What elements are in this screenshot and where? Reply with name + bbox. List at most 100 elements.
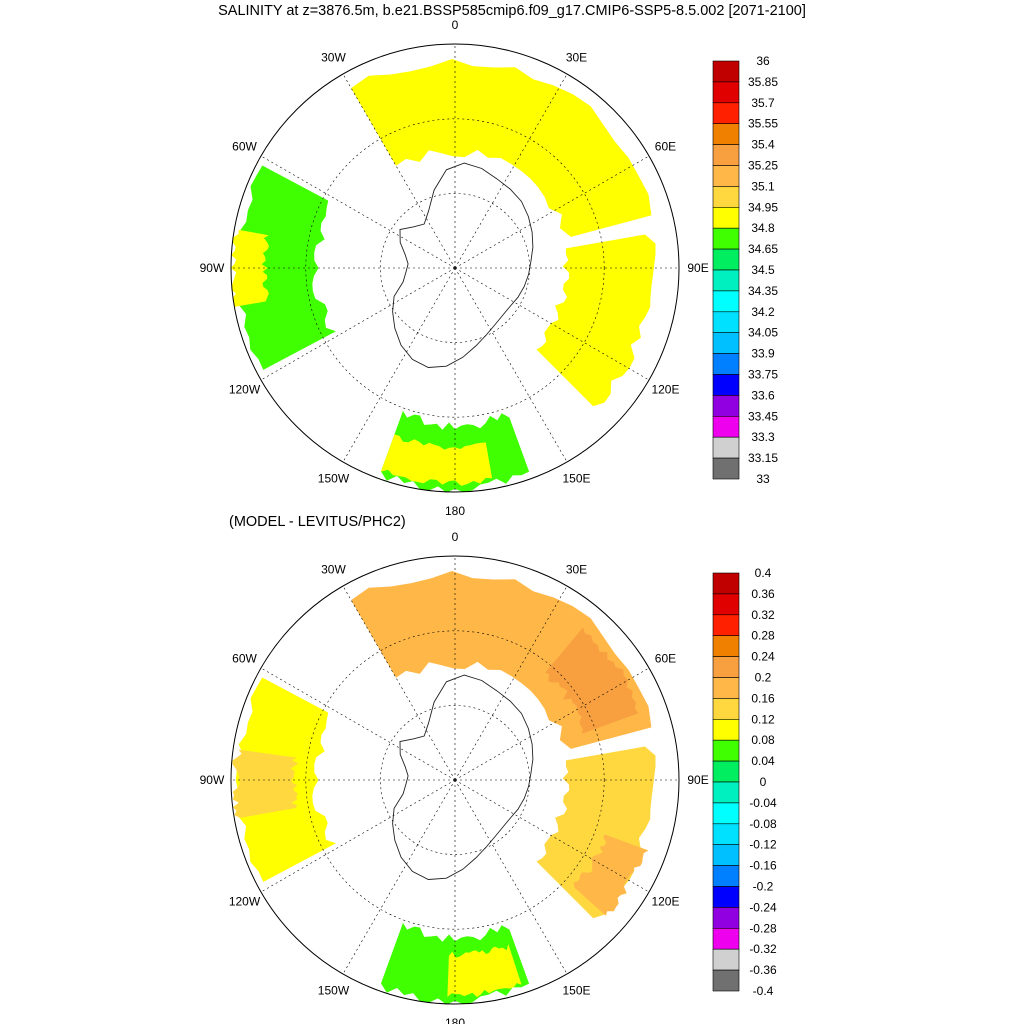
colorbar-label: 34.35 xyxy=(748,284,778,298)
colorbar-swatch xyxy=(712,81,740,104)
lon-label: 120E xyxy=(651,383,679,397)
lon-label: 30W xyxy=(321,563,346,577)
lon-label: 150E xyxy=(563,471,591,485)
meridian-line xyxy=(260,155,456,269)
latitude-circle-2 xyxy=(305,630,605,930)
colorbar-swatch xyxy=(712,698,740,720)
colorbar-swatch xyxy=(712,718,740,741)
colorbar-label: 0.04 xyxy=(751,754,775,768)
colorbar-label: -0.36 xyxy=(749,963,777,977)
lon-label: 30W xyxy=(321,51,346,65)
colorbar-swatch xyxy=(712,865,740,887)
latitude-circle-2 xyxy=(305,118,605,418)
meridian-line xyxy=(454,667,650,781)
colorbar-swatch xyxy=(712,781,740,804)
colorbar-swatch xyxy=(712,415,740,438)
colorbar-label: -0.4 xyxy=(753,984,774,998)
colorbar-label: 0.2 xyxy=(755,671,772,685)
colorbar-label: 0.08 xyxy=(751,733,775,747)
lon-label: 0 xyxy=(452,530,459,544)
colorbar-swatch xyxy=(712,823,740,845)
colorbar-swatch xyxy=(712,802,740,825)
difference-panel: 0 30E 60E 90E 120E 150E 180 150W 120W 90W 60W 30W 0.… xyxy=(200,530,777,1024)
colorbar-swatch xyxy=(712,635,740,657)
latitude-circle-1 xyxy=(380,705,530,855)
lon-label: 120W xyxy=(229,383,261,397)
colorbar-label: 34.8 xyxy=(751,221,775,235)
figure-title: SALINITY at z=3876.5m, b.e21.BSSP585cmip… xyxy=(218,3,806,19)
region-1 xyxy=(351,59,652,237)
colorbar-label: -0.12 xyxy=(749,838,777,852)
colorbar-label: 35.7 xyxy=(751,96,775,110)
colorbar-swatch xyxy=(712,207,740,229)
colorbar-swatch xyxy=(712,436,740,459)
map-boundary xyxy=(230,43,680,493)
colorbar-label: 0.12 xyxy=(751,712,775,726)
colorbar-swatch xyxy=(712,123,740,145)
region-2 xyxy=(536,234,656,407)
meridian-line xyxy=(454,155,650,269)
lon-label: 120W xyxy=(229,895,261,909)
region-bellingshausen xyxy=(230,229,269,307)
colorbar-swatch xyxy=(712,572,740,595)
colorbar-label: -0.08 xyxy=(749,817,777,831)
colorbar-label: -0.32 xyxy=(749,942,777,956)
lon-label: 90E xyxy=(687,773,708,787)
map-boundary xyxy=(230,555,680,1005)
colorbar-swatch xyxy=(712,290,740,313)
colorbar-swatch xyxy=(712,311,740,333)
region-pacific-west xyxy=(232,749,299,818)
colorbar-label: 33.6 xyxy=(751,388,775,402)
lon-label: 90W xyxy=(200,261,225,275)
meridian-line xyxy=(342,585,456,781)
colorbar-label: 0.16 xyxy=(751,691,775,705)
meridian-line xyxy=(454,267,650,381)
meridian-line xyxy=(342,267,456,463)
colorbar-swatch xyxy=(712,60,740,83)
colorbar-label: 36 xyxy=(756,54,770,68)
meridian-line xyxy=(454,585,568,781)
colorbar-label: 33.15 xyxy=(748,451,778,465)
colorbar-swatch xyxy=(712,144,740,166)
lon-label: 120E xyxy=(651,895,679,909)
region-indian-max xyxy=(545,627,639,734)
colorbar-label: 34.2 xyxy=(751,305,775,319)
colorbar-label: 35.85 xyxy=(748,75,778,89)
lon-label: 150W xyxy=(318,471,350,485)
region-indian-east xyxy=(573,834,649,916)
colorbar-swatch xyxy=(712,760,740,783)
colorbar-swatch xyxy=(712,656,740,678)
colorbar-label: 33.3 xyxy=(751,430,775,444)
colorbar-swatch xyxy=(712,739,740,762)
lon-label: 60W xyxy=(232,651,257,665)
colorbar-swatch xyxy=(712,907,740,929)
colorbar-swatch xyxy=(712,165,740,187)
lon-label: 180 xyxy=(445,504,465,518)
colorbar-label: -0.16 xyxy=(749,859,777,873)
colorbar-swatch xyxy=(712,614,740,636)
colorbar-label: -0.24 xyxy=(749,900,777,914)
colorbar-label: 35.4 xyxy=(751,138,775,152)
meridian-line xyxy=(260,267,456,381)
colorbar-label: -0.2 xyxy=(753,880,774,894)
colorbar-label: 0.36 xyxy=(751,587,775,601)
colorbar-label: 35.55 xyxy=(748,117,778,131)
antarctica-coastline xyxy=(392,674,534,880)
colorbar-label: 33.75 xyxy=(748,368,778,382)
colorbar-label: 33.9 xyxy=(751,347,775,361)
colorbar-swatch xyxy=(712,353,740,375)
meridian-line xyxy=(454,779,568,975)
meridian-line xyxy=(260,667,456,781)
colorbar-swatch xyxy=(712,186,740,208)
difference-panel-title: (MODEL - LEVITUS/PHC2) xyxy=(229,514,406,530)
lon-label: 60E xyxy=(655,651,676,665)
lon-label: 30E xyxy=(566,563,587,577)
colorbar-swatch xyxy=(712,248,740,271)
colorbar-label: 34.95 xyxy=(748,200,778,214)
colorbar-label: -0.28 xyxy=(749,921,777,935)
colorbar-label: 35.1 xyxy=(751,179,775,193)
colorbar-label: 35.25 xyxy=(748,159,778,173)
region-ross-east xyxy=(380,434,493,486)
lon-label: 90W xyxy=(200,773,225,787)
meridian-line xyxy=(342,779,456,975)
